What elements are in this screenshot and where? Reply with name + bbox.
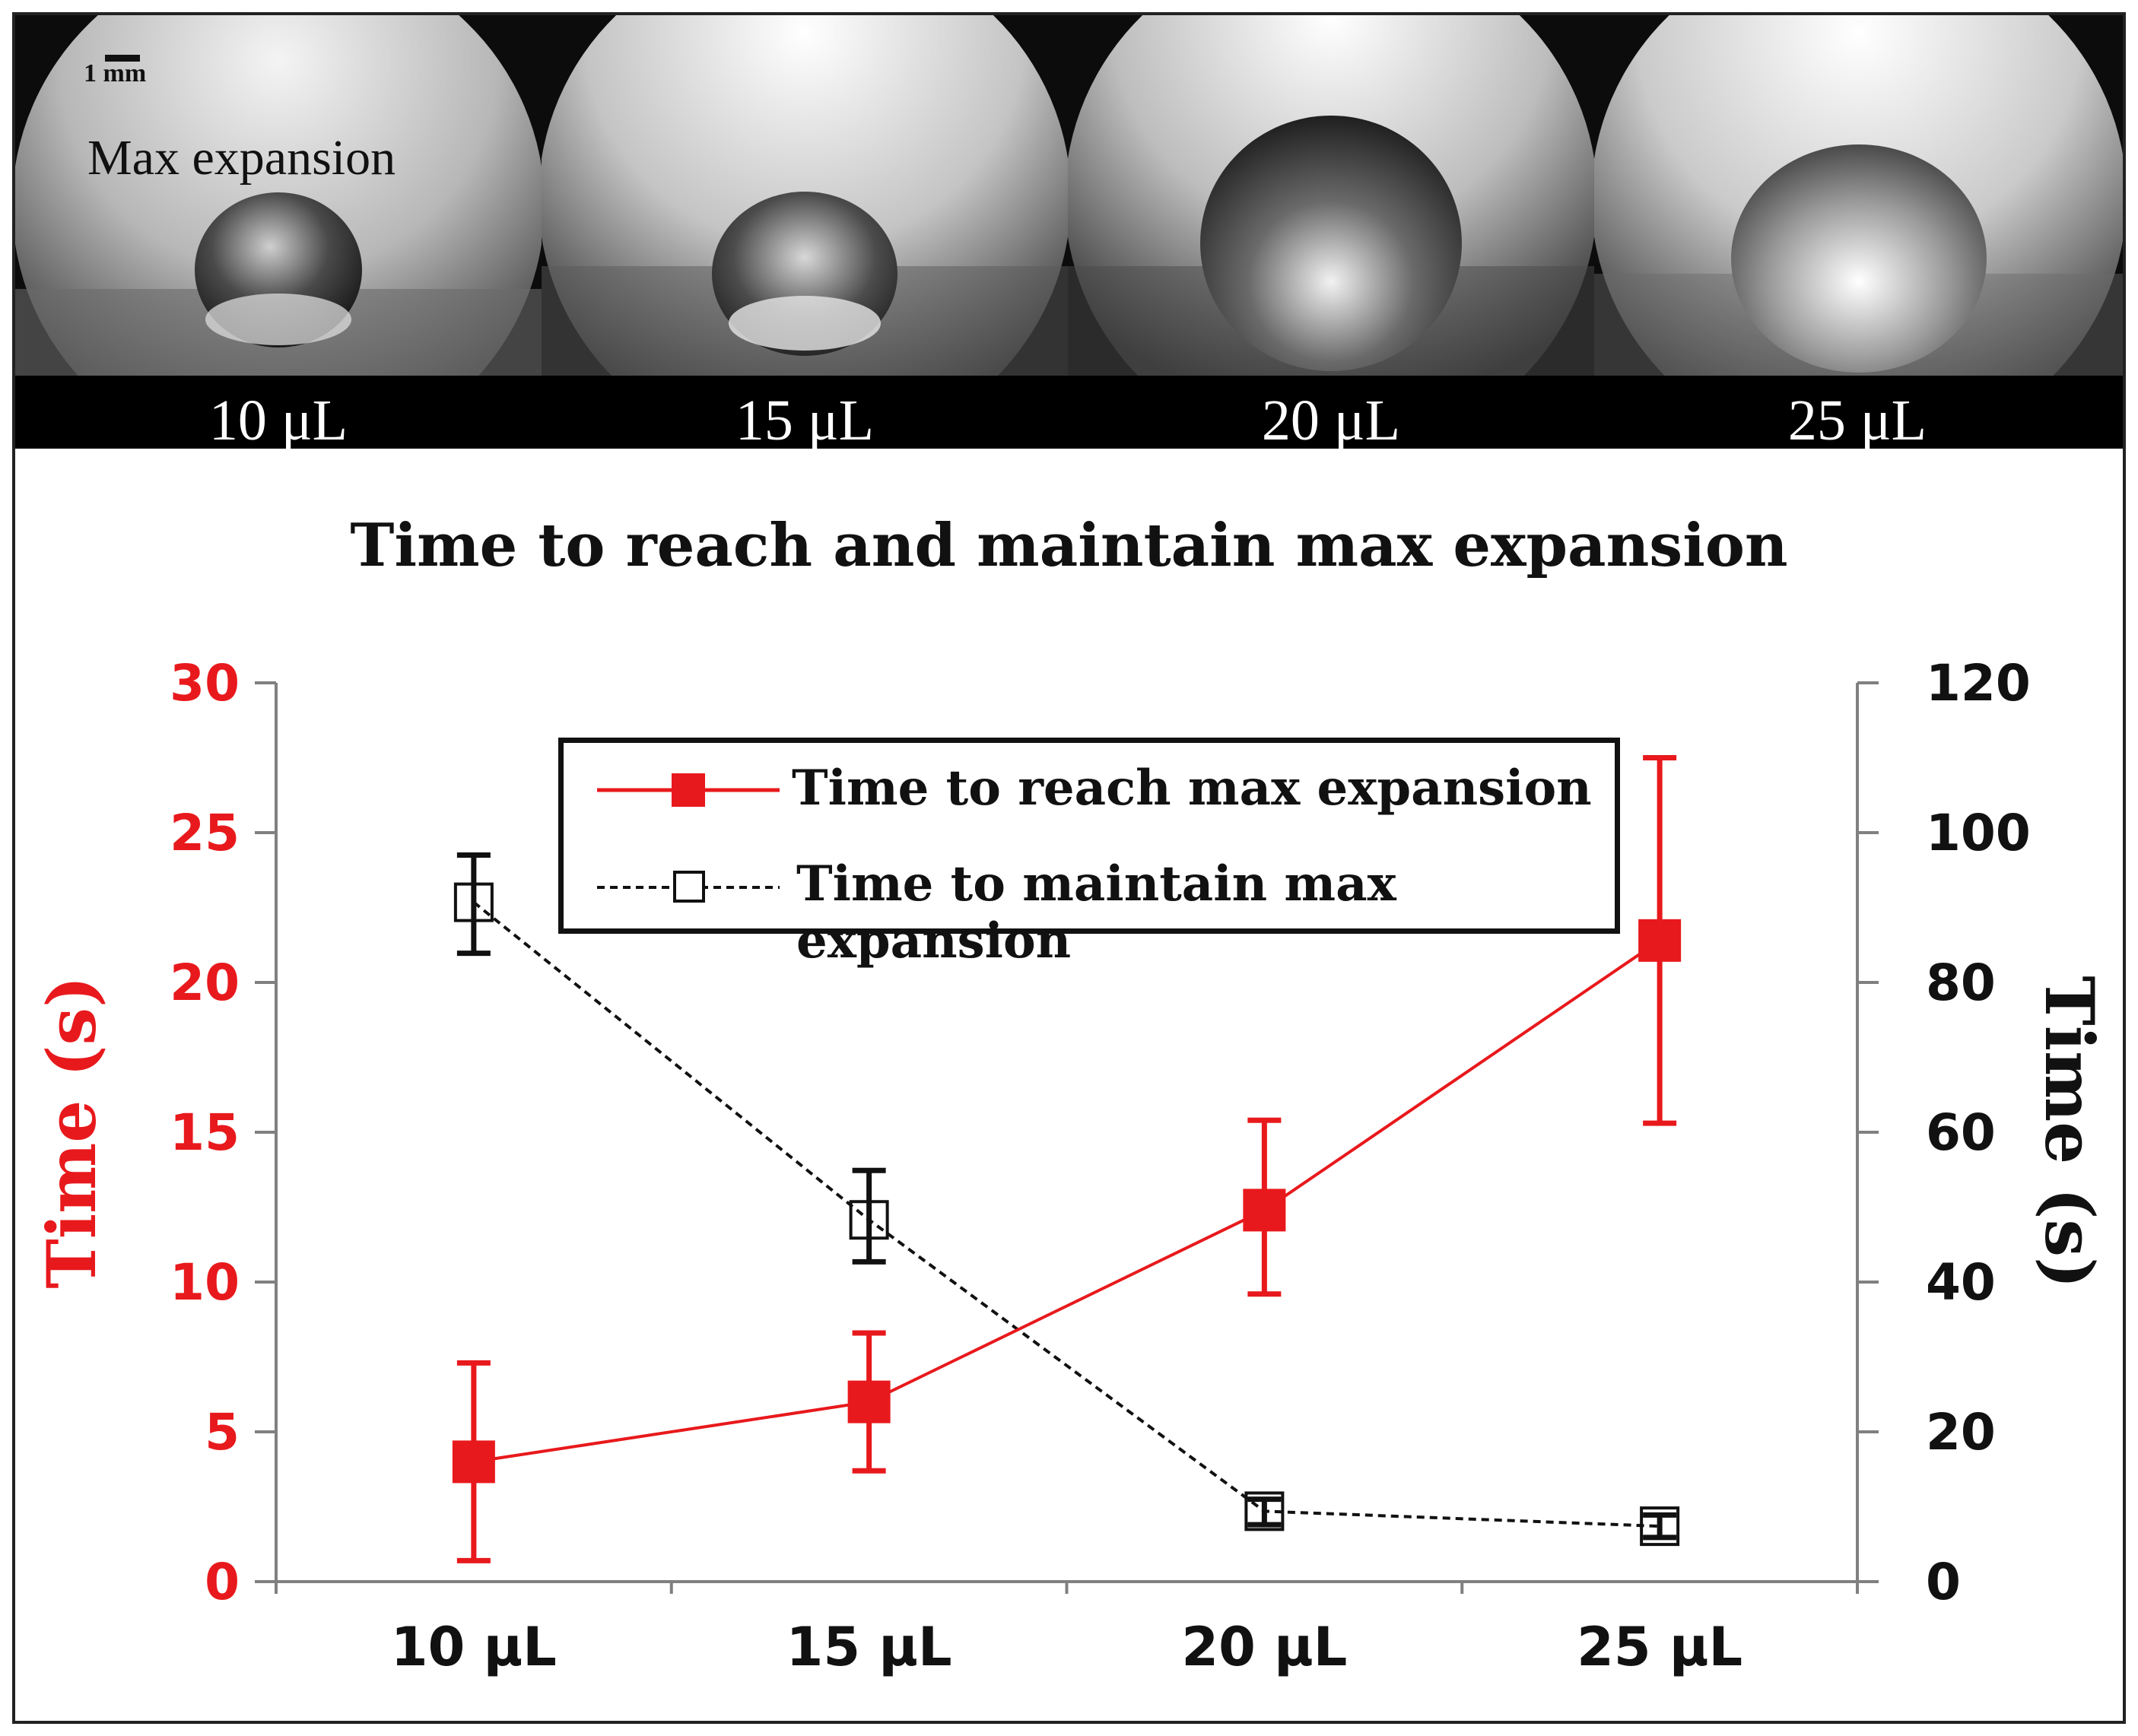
point-reach	[847, 1380, 891, 1423]
photo-label-25ul: 25 μL	[1787, 389, 1927, 452]
y-right-tick-label: 60	[1926, 1103, 1996, 1162]
y-left-tick-label: 0	[205, 1553, 240, 1611]
series-reach-line	[473, 939, 1661, 1464]
x-tick-label: 15 μL	[786, 1616, 952, 1678]
y-right-tick-label: 40	[1926, 1253, 1996, 1312]
photo-label-15ul: 15 μL	[735, 389, 875, 452]
point-maintain	[453, 882, 494, 922]
legend-label-reach: Time to reach max expansion	[792, 760, 1592, 817]
chart-title: Time to reach and maintain max expansion	[350, 511, 1788, 580]
y-right-tick-label: 20	[1926, 1403, 1996, 1461]
scale-bar	[105, 55, 140, 62]
photo-label-20ul: 20 μL	[1261, 389, 1401, 452]
point-maintain	[849, 1200, 889, 1240]
legend: Time to reach max expansion Time to main…	[558, 738, 1620, 970]
y-left-tick-label: 20	[170, 954, 240, 1012]
y-left-tick-label: 25	[170, 804, 240, 862]
x-tick-label: 20 μL	[1181, 1616, 1347, 1678]
point-reach	[1638, 919, 1682, 962]
y-right-tick-label: 80	[1926, 954, 1996, 1012]
point-maintain	[1244, 1491, 1285, 1531]
photo-label-10ul: 10 μL	[208, 389, 348, 452]
x-tick-label: 25 μL	[1577, 1616, 1742, 1678]
y-left-tick-label: 5	[205, 1403, 240, 1461]
droplet-photo-20ul	[1068, 15, 1594, 376]
photo-strip: 1 mm Max expansion 10 μL 15 μL 20 μL 25 …	[15, 15, 2123, 452]
point-reach	[452, 1440, 495, 1484]
legend-marker-maintain	[673, 871, 705, 903]
y-left-tick-label: 10	[170, 1253, 240, 1312]
droplet-photo-25ul	[1594, 15, 2123, 376]
point-maintain	[1640, 1506, 1680, 1547]
droplet-photo-15ul	[542, 15, 1068, 376]
y-right-tick-label: 120	[1926, 654, 2031, 712]
legend-marker-reach	[672, 773, 705, 807]
y-right-tick-label: 0	[1926, 1553, 1961, 1611]
y-left-tick-label: 30	[170, 654, 240, 712]
droplet-photo-10ul	[15, 15, 542, 376]
point-reach	[1243, 1189, 1286, 1232]
y-left-tick-label: 15	[170, 1103, 240, 1162]
legend-label-maintain: Time to maintain max expansion	[796, 855, 1396, 970]
y-axis-left-title: Time (s)	[32, 976, 111, 1288]
max-expansion-annotation: Max expansion	[87, 130, 396, 186]
x-tick-label: 10 μL	[391, 1616, 557, 1678]
series-maintain-line	[472, 901, 1660, 1528]
scale-bar-label: 1 mm	[84, 59, 147, 87]
y-right-tick-label: 100	[1926, 804, 2031, 862]
y-axis-right-title: Time (s)	[2030, 976, 2109, 1288]
